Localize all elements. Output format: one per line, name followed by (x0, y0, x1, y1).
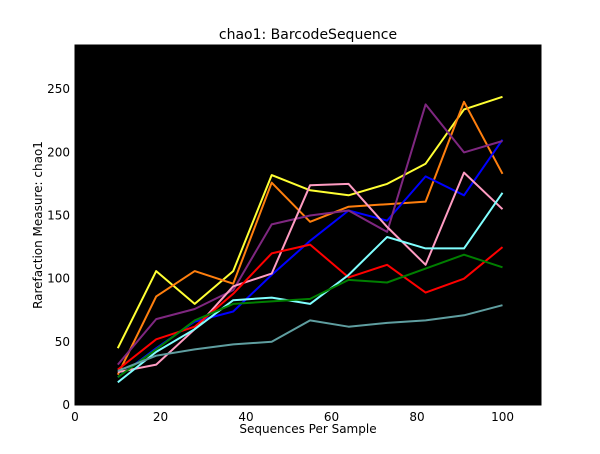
series-line-4 (117, 103, 503, 366)
plot-background (75, 45, 541, 405)
series-line-8 (117, 253, 503, 379)
x-axis-label: Sequences Per Sample (239, 422, 376, 436)
y-tick-label: 200 (47, 145, 70, 159)
y-tick-label: 0 (62, 398, 70, 412)
series-line-9 (117, 304, 503, 372)
x-tick-label: 100 (491, 410, 514, 424)
x-tick-label: 60 (324, 410, 339, 424)
y-tick-label: 250 (47, 82, 70, 96)
y-tick-label: 50 (55, 335, 70, 349)
y-axis-label: Rarefaction Measure: chao1 (31, 141, 45, 309)
chart-title: chao1: BarcodeSequence (219, 27, 397, 43)
series-line-2 (116, 100, 504, 376)
ticks-layer: 0 20 40 60 80 100 0 50 100 150 200 250 (47, 45, 541, 424)
x-tick-label: 80 (409, 410, 424, 424)
x-tick-label: 20 (153, 410, 168, 424)
x-tick-label: 40 (238, 410, 253, 424)
series-line-1 (116, 95, 503, 349)
y-tick-label: 150 (47, 209, 70, 223)
y-tick-label: 100 (47, 272, 70, 286)
series-line-7 (117, 192, 504, 384)
series-layer (116, 95, 504, 384)
x-tick-label: 0 (71, 410, 79, 424)
series-line-5 (117, 171, 504, 374)
plot-frame (74, 44, 542, 406)
